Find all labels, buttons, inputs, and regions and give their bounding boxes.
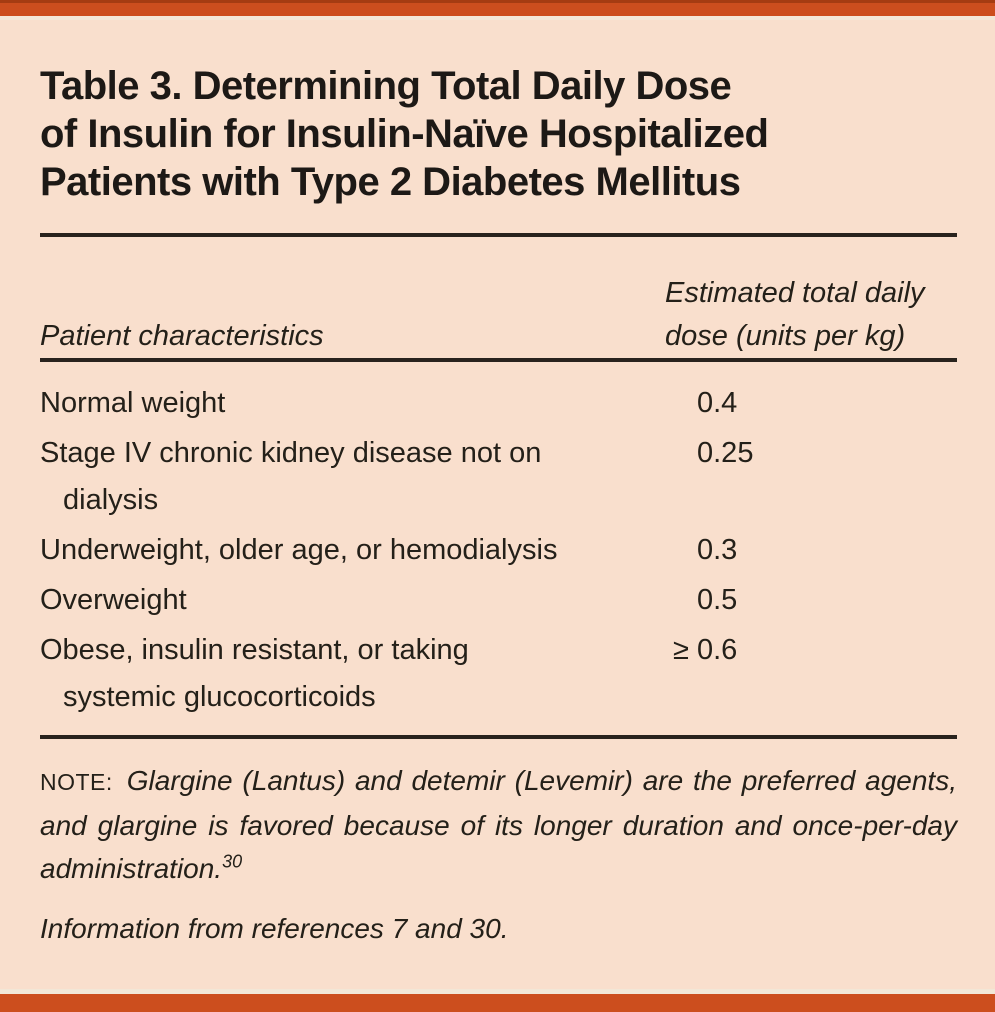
row-characteristic: Stage IV chronic kidney disease not on d… <box>40 437 542 516</box>
row-characteristic: Underweight, older age, or hemodialysis <box>40 534 558 566</box>
note-label: NOTE: <box>40 769 113 795</box>
table-header-row: Patient characteristics Estimated total … <box>40 272 957 358</box>
top-accent-bar <box>0 0 995 20</box>
horizontal-rule-header <box>40 358 957 362</box>
row-characteristic: Overweight <box>40 584 187 616</box>
table-content: Table 3. Determining Total Daily Dose of… <box>0 62 995 950</box>
horizontal-rule-top <box>40 233 957 237</box>
note-text: Glargine (Lantus) and detemir (Levemir) … <box>40 765 957 884</box>
row-value-number: 0.5 <box>697 584 738 616</box>
row-value-number: 0.25 <box>697 437 754 469</box>
row-value-prefix: ≥ <box>673 634 697 666</box>
table-row: Normal weight 0.4 <box>40 380 957 427</box>
bottom-accent-bar <box>0 989 995 1012</box>
note-reference-superscript: 30 <box>222 851 243 872</box>
row-value: 0.25 <box>697 430 753 477</box>
row-characteristic: Normal weight <box>40 387 226 419</box>
table-title-line-2: of Insulin for Insulin-Naïve Hospitalize… <box>40 112 769 156</box>
row-value-number: 0.4 <box>697 387 738 419</box>
column-header-patient-characteristics: Patient characteristics <box>40 320 324 352</box>
table-row: Obese, insulin resistant, or taking syst… <box>40 627 957 721</box>
table-title-line-1: Table 3. Determining Total Daily Dose <box>40 64 732 108</box>
table-row: Overweight 0.5 <box>40 577 957 624</box>
table-row: Stage IV chronic kidney disease not on d… <box>40 430 957 524</box>
row-value: 0.4 <box>697 380 737 427</box>
row-characteristic: Obese, insulin resistant, or taking syst… <box>40 634 469 713</box>
table-title-line-3: Patients with Type 2 Diabetes Mellitus <box>40 160 741 204</box>
source-line: Information from references 7 and 30. <box>40 913 509 944</box>
row-value-number: 0.6 <box>697 634 738 666</box>
row-value: 0.3 <box>697 527 737 574</box>
table-note: NOTE: Glargine (Lantus) and detemir (Leve… <box>40 759 957 890</box>
row-value: ≥ 0.6 <box>673 627 738 674</box>
table-body: Normal weight 0.4 Stage IV chronic kidne… <box>40 380 957 721</box>
horizontal-rule-bottom <box>40 735 957 739</box>
row-value-number: 0.3 <box>697 534 738 566</box>
column-header-estimated-dose: Estimated total daily dose (units per kg… <box>665 277 925 352</box>
table-title: Table 3. Determining Total Daily Dose of… <box>40 62 957 206</box>
table-row: Underweight, older age, or hemodialysis … <box>40 527 957 574</box>
row-value: 0.5 <box>697 577 737 624</box>
